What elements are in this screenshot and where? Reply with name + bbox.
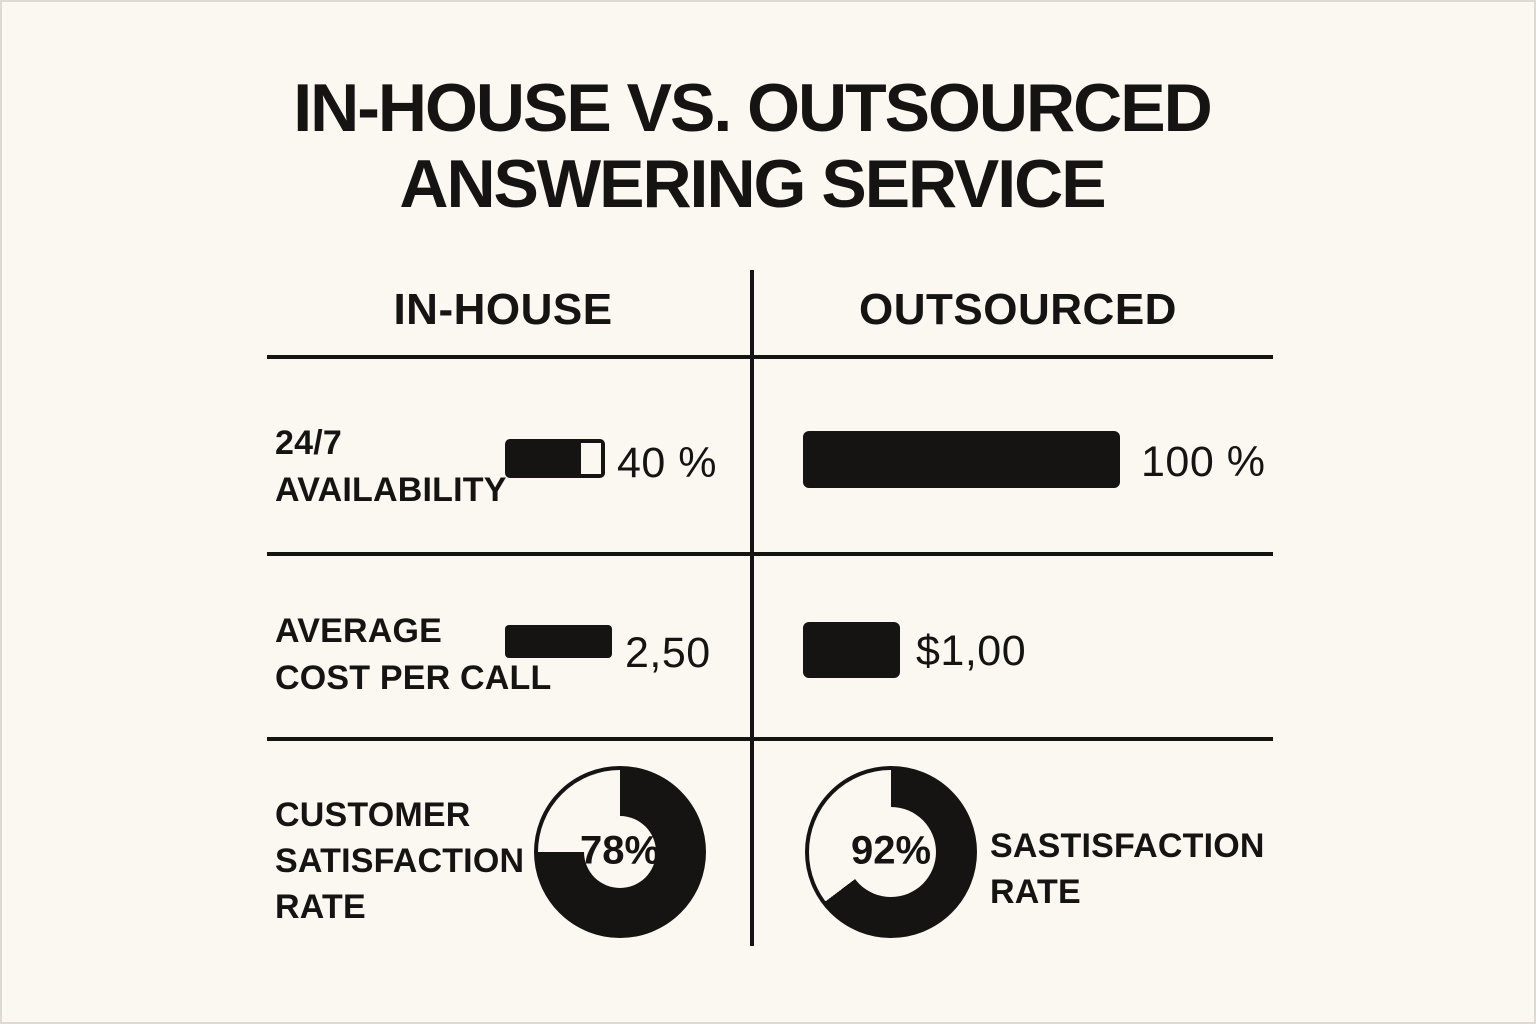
metric-label-satisfaction-line3: RATE [275,888,366,926]
cost-bar-outsourced [803,622,900,678]
metric-label-cost: AVERAGE COST PER CALL [275,608,552,702]
metric-label-satisfaction-line1: CUSTOMER [275,796,471,834]
cost-value-inhouse: 2,50 [625,629,711,677]
page-title-line1: IN-HOUSE VS. OUTSOURCED [293,70,1212,146]
availability-bar-inhouse-filled-segment [505,439,577,478]
satisfaction-caption-outsourced: SASTISFACTION RATE [990,823,1265,915]
cost-value-outsourced: $1,00 [916,627,1027,675]
satisfaction-donut-inhouse: 78% [534,766,706,938]
satisfaction-caption-outsourced-line1: SASTISFACTION [990,827,1265,865]
cost-bar-inhouse [505,625,612,658]
metric-label-satisfaction: CUSTOMER SATISFACTION RATE [275,792,524,930]
metric-label-availability-line2: AVAILABILITY [275,471,507,509]
metric-label-availability: 24/7 AVAILABILITY [275,420,507,514]
row-divider-cost-satisfaction [267,737,1273,741]
column-header-outsourced: OUTSOURCED [859,285,1177,334]
metric-label-cost-line2: COST PER CALL [275,659,552,697]
page-title: IN-HOUSE VS. OUTSOURCED ANSWERING SERVIC… [0,70,1504,222]
satisfaction-value-outsourced: 92% [850,828,932,873]
metric-label-cost-line1: AVERAGE [275,612,443,650]
availability-bar-inhouse-empty-segment [577,439,605,478]
availability-bar-inhouse [505,439,605,478]
column-header-inhouse: IN-HOUSE [393,285,613,334]
satisfaction-donut-outsourced-hole [846,807,936,897]
metric-label-availability-line1: 24/7 [275,424,342,462]
column-divider-line [750,270,754,946]
satisfaction-caption-outsourced-line2: RATE [990,873,1081,911]
row-divider-availability-cost [267,552,1273,556]
satisfaction-donut-inhouse-hole [584,816,656,888]
availability-value-outsourced: 100 % [1141,438,1266,486]
row-divider-header [267,355,1273,359]
availability-bar-outsourced [803,431,1120,488]
availability-value-inhouse: 40 % [617,439,718,487]
page-title-line2: ANSWERING SERVICE [399,146,1106,222]
satisfaction-value-inhouse: 78% [579,828,661,873]
metric-label-satisfaction-line2: SATISFACTION [275,842,525,880]
satisfaction-donut-outsourced: 92% [805,766,977,938]
